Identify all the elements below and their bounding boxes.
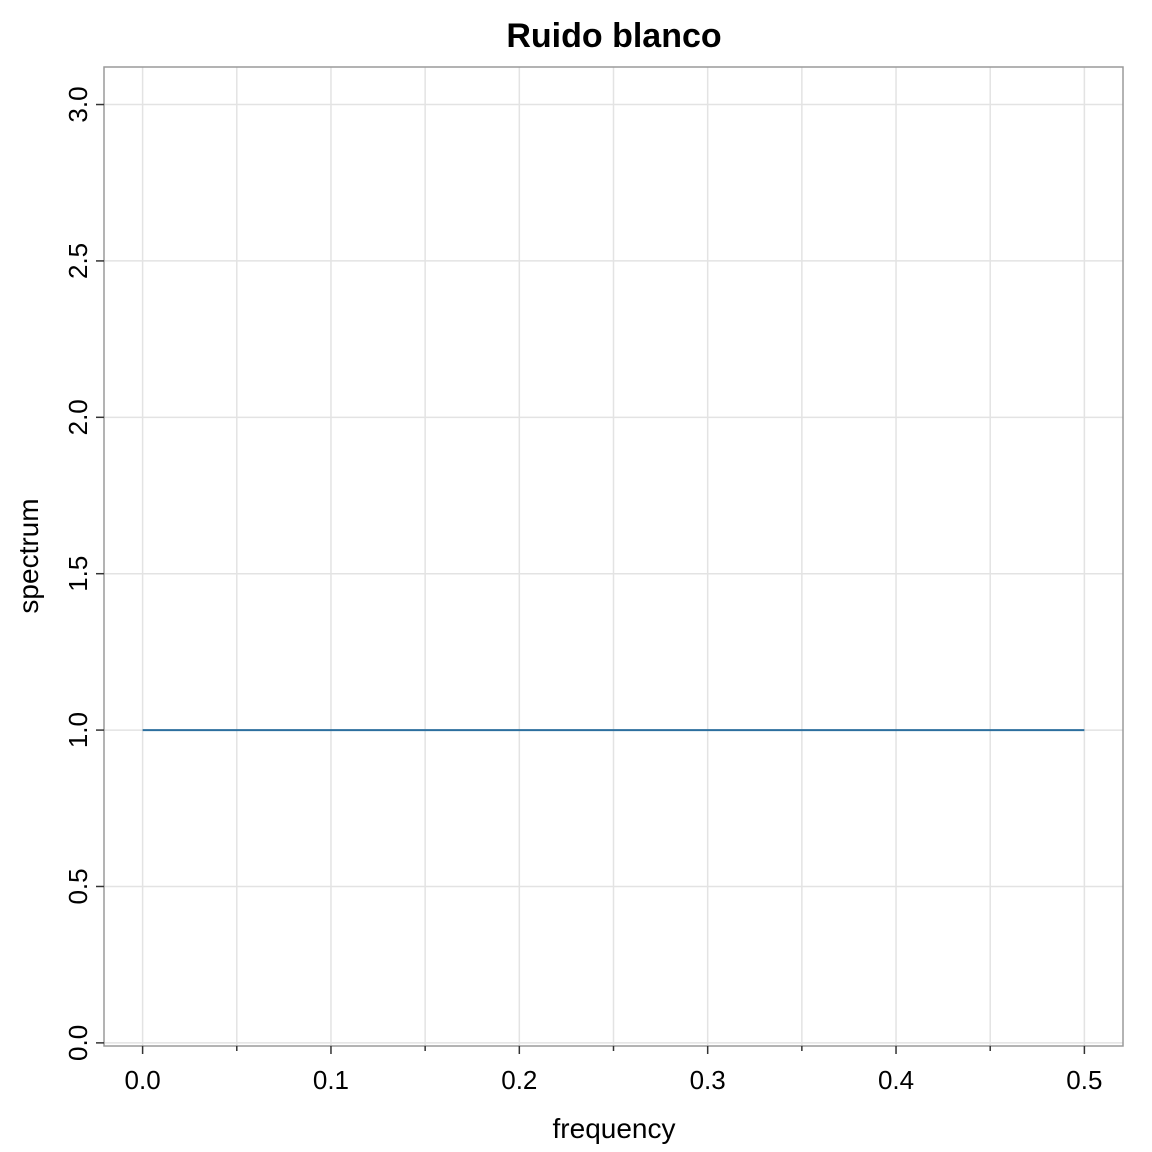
x-tick-label: 0.1 [313,1065,349,1095]
x-tick-label: 0.2 [501,1065,537,1095]
x-tick-label: 0.4 [878,1065,914,1095]
y-tick-label: 2.5 [63,243,93,279]
y-tick-label: 3.0 [63,86,93,122]
x-tick-label: 0.3 [690,1065,726,1095]
x-tick-label: 0.0 [125,1065,161,1095]
y-tick-label: 1.5 [63,556,93,592]
y-axis-label: spectrum [13,498,44,613]
x-tick-label: 0.5 [1066,1065,1102,1095]
y-tick-label: 2.0 [63,399,93,435]
x-axis: 0.0 0.1 0.2 0.3 0.4 0.5 [125,1046,1102,1095]
x-axis-label: frequency [553,1113,676,1144]
y-tick-label: 0.5 [63,868,93,904]
y-tick-label: 0.0 [63,1025,93,1061]
grid [104,67,1123,1046]
y-tick-label: 1.0 [63,712,93,748]
chart-title: Ruido blanco [506,17,721,55]
y-axis: 0.0 0.5 1.0 1.5 2.0 2.5 3.0 [63,86,104,1061]
